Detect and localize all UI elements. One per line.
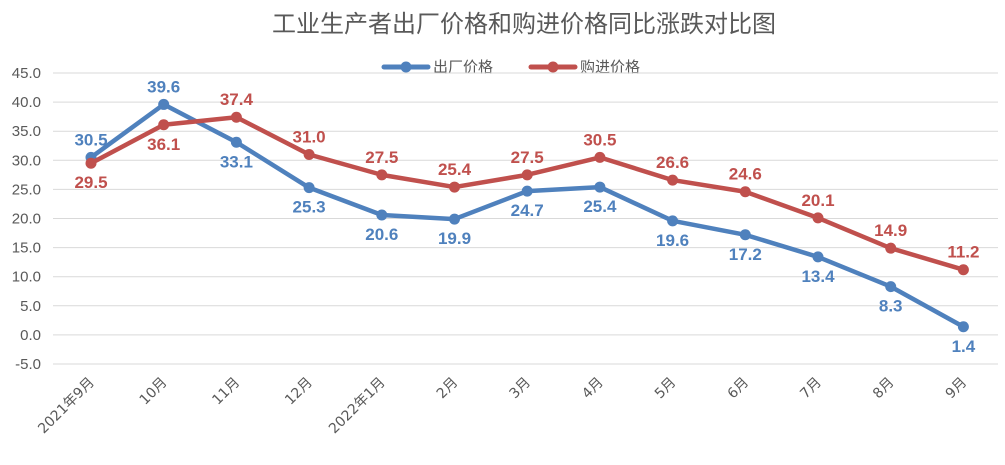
y-tick-label: 20.0: [12, 211, 41, 228]
data-label: 30.5: [74, 130, 107, 149]
data-label: 25.4: [583, 197, 617, 216]
y-tick-label: 35.0: [12, 123, 41, 140]
x-tick-label: 10月: [137, 375, 171, 409]
legend-marker-1: [547, 61, 559, 73]
data-label: 24.6: [729, 165, 762, 184]
data-label: 19.6: [656, 231, 689, 250]
x-tick-label: 2月: [434, 375, 462, 403]
data-label: 37.4: [220, 90, 254, 109]
data-label: 33.1: [220, 152, 253, 171]
data-point[interactable]: [449, 213, 460, 225]
data-label: 27.5: [365, 148, 398, 167]
y-tick-label: 40.0: [12, 94, 41, 111]
data-label: 27.5: [511, 148, 544, 167]
data-label: 8.3: [879, 297, 903, 316]
data-point[interactable]: [594, 181, 606, 193]
data-point[interactable]: [303, 148, 315, 160]
data-point[interactable]: [158, 119, 170, 131]
data-point[interactable]: [885, 281, 897, 293]
legend: 出厂价格 购进价格: [381, 58, 640, 76]
data-label: 19.9: [438, 229, 471, 248]
data-label: 25.4: [438, 160, 472, 179]
data-label: 26.6: [656, 153, 689, 172]
data-point[interactable]: [667, 174, 679, 186]
legend-label-1: 购进价格: [580, 58, 640, 76]
data-point[interactable]: [521, 169, 533, 181]
data-label: 24.7: [511, 201, 544, 220]
data-point[interactable]: [303, 182, 315, 194]
data-point[interactable]: [376, 209, 388, 221]
chart-title: 工业生产者出厂价格和购进价格同比涨跌对比图: [272, 10, 776, 38]
data-point[interactable]: [230, 111, 242, 123]
y-axis: -5.0 0.0 5.0 10.0 15.0 20.0 25.0 30.0 35.0 40.0 45…: [12, 65, 41, 373]
legend-item-1[interactable]: 购进价格: [528, 58, 640, 76]
y-tick-label: 25.0: [12, 181, 41, 198]
data-point[interactable]: [594, 151, 606, 163]
data-label: 20.1: [801, 191, 834, 210]
data-point[interactable]: [957, 321, 969, 333]
x-tick-label: 3月: [507, 375, 535, 403]
data-point[interactable]: [85, 157, 97, 169]
legend-item-0[interactable]: 出厂价格: [381, 58, 493, 76]
data-point[interactable]: [376, 169, 388, 181]
y-tick-label: 5.0: [20, 298, 41, 315]
y-tick-label: 45.0: [12, 65, 41, 82]
data-point[interactable]: [230, 136, 242, 148]
x-tick-label: 5月: [652, 375, 680, 403]
data-label: 20.6: [365, 225, 398, 244]
y-tick-label: 15.0: [12, 240, 41, 257]
x-tick-label: 4月: [579, 375, 607, 403]
data-point[interactable]: [739, 229, 751, 241]
legend-marker-0: [400, 61, 412, 73]
x-tick-label: 12月: [282, 375, 316, 409]
y-tick-label: -5.0: [15, 356, 41, 373]
data-point[interactable]: [667, 215, 679, 227]
series: [85, 98, 969, 333]
x-tick-label: 2021年9月: [35, 375, 98, 438]
x-tick-label: 9月: [943, 375, 971, 403]
data-label: 1.4: [952, 337, 976, 356]
data-label: 25.3: [293, 198, 326, 217]
data-point[interactable]: [158, 98, 170, 110]
data-label: 30.5: [583, 130, 616, 149]
x-tick-label: 6月: [725, 375, 753, 403]
data-label: 17.2: [729, 245, 762, 264]
data-label: 29.5: [74, 173, 107, 192]
data-point[interactable]: [449, 181, 460, 193]
data-labels: 30.5 29.5 39.6 36.1 33.1 37.4 25.3 31.0 20.6 27.5…: [74, 77, 979, 355]
legend-label-0: 出厂价格: [433, 58, 493, 76]
data-label: 31.0: [293, 127, 326, 146]
data-point[interactable]: [957, 264, 969, 276]
data-label: 11.2: [947, 243, 979, 262]
data-point[interactable]: [521, 185, 533, 197]
data-point[interactable]: [885, 242, 897, 254]
x-tick-label: 2022年1月: [326, 375, 389, 438]
x-tick-label: 11月: [209, 375, 243, 409]
y-tick-label: 10.0: [12, 269, 41, 286]
data-label: 36.1: [147, 135, 180, 154]
grid: [53, 72, 998, 365]
data-point[interactable]: [812, 212, 824, 224]
data-label: 39.6: [147, 77, 180, 96]
x-tick-label: 8月: [870, 375, 898, 403]
x-tick-label: 7月: [797, 375, 825, 403]
data-point[interactable]: [739, 186, 751, 198]
data-label: 14.9: [874, 221, 907, 240]
data-point[interactable]: [812, 251, 824, 263]
data-label: 13.4: [801, 267, 835, 286]
y-tick-label: 0.0: [20, 327, 41, 344]
y-tick-label: 30.0: [12, 152, 41, 169]
x-axis: 2021年9月 10月 11月 12月 2022年1月 2月 3月 4月 5月 6月 7月 8月 9月: [35, 375, 970, 438]
